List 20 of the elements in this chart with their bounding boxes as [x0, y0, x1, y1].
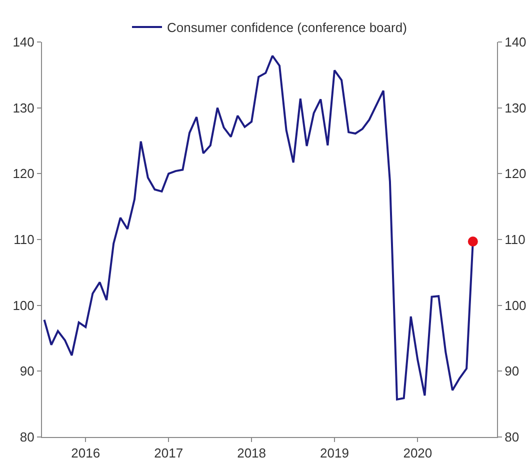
x-tick-label: 2016 — [71, 446, 100, 461]
x-tick-label: 2017 — [154, 446, 184, 461]
y-tick-label: 100 — [12, 298, 34, 313]
y-tick-label: 140 — [12, 34, 34, 50]
y-tick-label: 120 — [12, 166, 34, 182]
x-tick-label: 2019 — [320, 446, 349, 461]
y-tick-label: 90 — [20, 364, 34, 379]
y2-tick-label: 90 — [504, 364, 520, 379]
y2-tick-label: 140 — [504, 34, 526, 50]
y2-tick-label: 110 — [504, 232, 526, 248]
y2-tick-label: 130 — [504, 100, 526, 116]
y-tick-label: 110 — [14, 232, 34, 248]
y-tick-label: 80 — [20, 430, 34, 445]
x-tick-label: 2020 — [403, 446, 432, 461]
y2-tick-label: 120 — [504, 166, 526, 182]
y2-tick-label: 100 — [504, 298, 526, 313]
y2-tick-label: 80 — [504, 430, 520, 445]
x-tick-label: 2018 — [237, 446, 266, 461]
y-tick-label: 130 — [12, 100, 34, 116]
legend-label: Consumer confidence (conference board) — [167, 20, 407, 36]
